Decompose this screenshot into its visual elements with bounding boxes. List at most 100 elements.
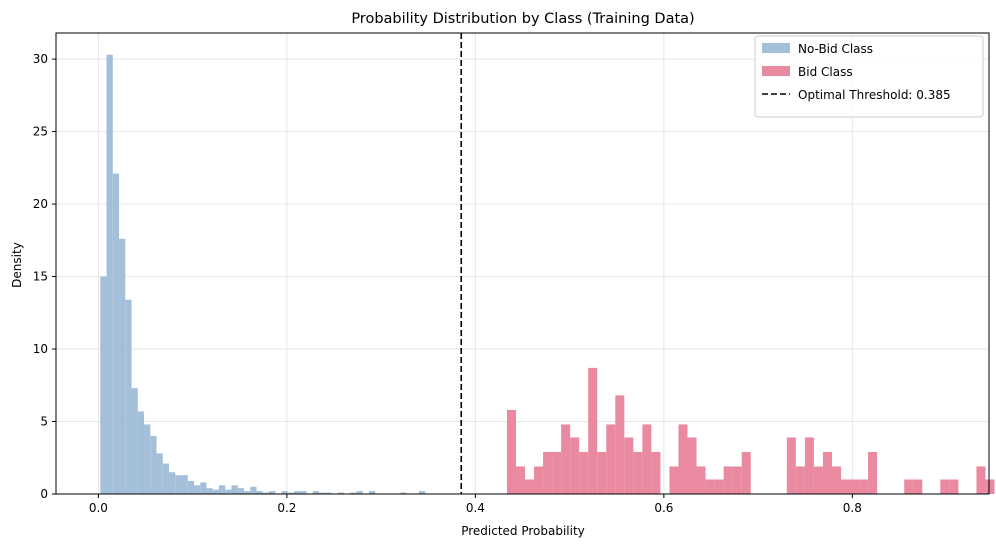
bid-bar bbox=[804, 437, 814, 494]
bid-bar bbox=[624, 437, 634, 494]
legend-swatch-bid bbox=[762, 66, 790, 76]
bid-bar bbox=[940, 479, 950, 494]
no-bid-bar bbox=[187, 480, 195, 494]
no-bid-bar bbox=[256, 491, 263, 494]
bid-bar bbox=[714, 479, 724, 494]
bid-bar bbox=[506, 409, 516, 494]
bid-bar bbox=[850, 479, 860, 494]
bid-bar bbox=[822, 451, 832, 494]
no-bid-bar bbox=[169, 472, 176, 494]
no-bid-bar bbox=[194, 485, 201, 494]
y-axis-label: Density bbox=[10, 242, 24, 288]
y-tick-label: 15 bbox=[33, 270, 48, 284]
legend-label-no-bid: No-Bid Class bbox=[798, 42, 873, 56]
bid-bar bbox=[615, 395, 625, 494]
no-bid-bar bbox=[162, 463, 170, 494]
bid-bar bbox=[543, 451, 553, 494]
legend-swatch-no-bid bbox=[762, 43, 790, 53]
no-bid-bar bbox=[350, 492, 357, 494]
y-tick-label: 30 bbox=[33, 52, 48, 66]
no-bid-bar bbox=[225, 489, 232, 494]
no-bid-bar bbox=[100, 276, 107, 494]
no-bid-series bbox=[100, 54, 426, 495]
no-bid-bar bbox=[356, 491, 363, 494]
bid-bar bbox=[588, 367, 598, 494]
bid-bar bbox=[868, 451, 878, 494]
chart-title: Probability Distribution by Class (Train… bbox=[351, 11, 694, 27]
no-bid-bar bbox=[244, 491, 251, 494]
x-tick-label: 0.8 bbox=[843, 501, 862, 515]
bid-bar bbox=[597, 451, 607, 494]
no-bid-bar bbox=[293, 491, 301, 494]
no-bid-bar bbox=[106, 54, 113, 495]
bid-bar bbox=[570, 437, 580, 494]
bid-bar bbox=[795, 466, 805, 494]
y-tick-label: 0 bbox=[40, 487, 48, 501]
no-bid-bar bbox=[144, 424, 151, 494]
bid-bar bbox=[561, 424, 571, 494]
no-bid-bar bbox=[312, 491, 319, 494]
no-bid-bar bbox=[318, 492, 326, 494]
bid-bar bbox=[813, 466, 823, 494]
bid-bar bbox=[913, 479, 923, 494]
bid-bar bbox=[741, 451, 751, 494]
no-bid-bar bbox=[137, 411, 145, 494]
x-tick-label: 0.4 bbox=[466, 501, 485, 515]
legend-label-bid: Bid Class bbox=[798, 65, 853, 79]
no-bid-bar bbox=[418, 491, 426, 494]
bid-bar bbox=[534, 466, 544, 494]
bid-bar bbox=[723, 466, 733, 494]
no-bid-bar bbox=[150, 436, 157, 494]
no-bid-bar bbox=[250, 486, 257, 494]
x-axis-ticks: 0.0 0.2 0.4 0.6 0.8 bbox=[89, 494, 862, 515]
x-tick-label: 0.2 bbox=[277, 501, 296, 515]
no-bid-bar bbox=[281, 491, 288, 494]
no-bid-bar bbox=[337, 492, 344, 494]
no-bid-bar bbox=[181, 475, 188, 494]
bid-bar bbox=[669, 466, 679, 494]
no-bid-bar bbox=[300, 491, 307, 494]
bid-bar bbox=[949, 479, 959, 494]
bid-bar bbox=[705, 479, 715, 494]
no-bid-bar bbox=[287, 492, 294, 494]
no-bid-bar bbox=[237, 488, 245, 494]
x-tick-label: 0.0 bbox=[89, 501, 108, 515]
bid-series bbox=[506, 367, 995, 494]
no-bid-bar bbox=[156, 453, 163, 494]
no-bid-bar bbox=[268, 491, 276, 494]
bid-bar bbox=[515, 466, 526, 494]
bid-bar bbox=[687, 437, 697, 494]
no-bid-bar bbox=[231, 485, 238, 494]
no-bid-bar bbox=[262, 492, 269, 494]
y-tick-label: 10 bbox=[33, 342, 48, 356]
no-bid-bar bbox=[400, 492, 407, 494]
bid-bar bbox=[985, 479, 995, 494]
legend: No-Bid Class Bid Class Optimal Threshold… bbox=[754, 35, 984, 118]
y-tick-label: 20 bbox=[33, 197, 48, 211]
no-bid-bar bbox=[119, 238, 126, 494]
bid-bar bbox=[841, 479, 851, 494]
bid-bar bbox=[831, 466, 842, 494]
plot-frame bbox=[55, 32, 990, 495]
no-bid-bar bbox=[131, 388, 138, 494]
bid-bar bbox=[859, 479, 869, 494]
bid-bar bbox=[525, 479, 535, 494]
no-bid-bar bbox=[368, 491, 376, 494]
no-bid-bar bbox=[112, 173, 120, 494]
bid-bar bbox=[651, 451, 661, 494]
y-axis-ticks: 0 5 10 15 20 25 30 bbox=[33, 52, 56, 501]
bid-bar bbox=[904, 479, 914, 494]
no-bid-bar bbox=[206, 488, 213, 494]
bid-bar bbox=[696, 466, 706, 494]
bid-bar bbox=[642, 424, 652, 494]
no-bid-bar bbox=[325, 492, 332, 494]
legend-box bbox=[754, 35, 984, 118]
no-bid-bar bbox=[175, 475, 182, 494]
no-bid-bar bbox=[125, 299, 132, 494]
bid-bar bbox=[579, 451, 589, 494]
y-tick-label: 5 bbox=[40, 415, 48, 429]
x-axis-label: Predicted Probability bbox=[461, 524, 585, 538]
x-tick-label: 0.6 bbox=[654, 501, 673, 515]
